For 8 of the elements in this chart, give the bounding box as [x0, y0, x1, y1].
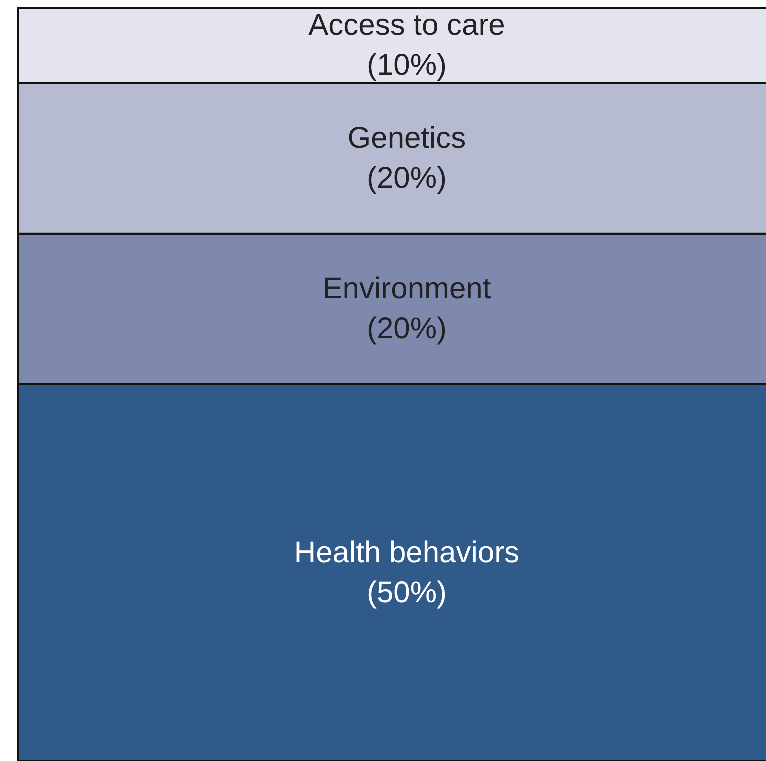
data-label: (20%) — [366, 312, 448, 346]
series-label: Genetics — [348, 122, 466, 156]
data-label: (20%) — [366, 162, 448, 196]
data-label: (50%) — [366, 576, 448, 610]
data-label: (10%) — [366, 49, 448, 82]
series-label: Access to care — [308, 9, 506, 42]
series-label: Health behaviors — [294, 536, 520, 570]
series-label: Environment — [322, 272, 492, 306]
